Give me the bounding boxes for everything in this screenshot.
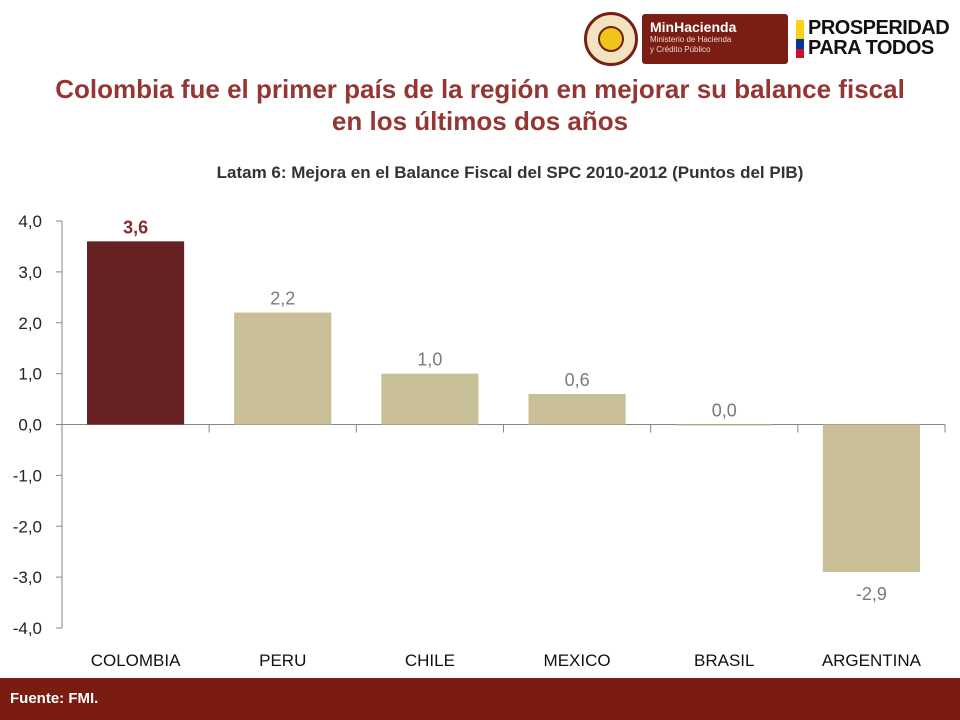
footer-bar: Fuente: FMI.	[0, 678, 960, 720]
minhacienda-title: MinHacienda	[650, 19, 737, 35]
bar-peru	[234, 312, 332, 425]
data-label: -2,9	[856, 584, 887, 604]
y-tick-label: -4,0	[13, 619, 42, 638]
y-tick-label: 2,0	[18, 314, 42, 333]
y-tick-label: -2,0	[13, 517, 42, 536]
y-tick-label: 1,0	[18, 365, 42, 384]
data-label: 0,6	[565, 370, 590, 390]
x-tick-label: CHILE	[405, 651, 455, 670]
header-logos: MinHacienda Ministerio de Hacienda y Cré…	[580, 8, 952, 70]
x-tick-label: COLOMBIA	[91, 651, 181, 670]
bar-mexico	[528, 393, 626, 425]
data-label: 2,2	[270, 289, 295, 309]
bar-chart: -4,0 -3,0 -2,0 -1,0 0,0 1,0 2,0 3,0 4,0 3,6 COLOMB…	[13, 212, 946, 670]
minhacienda-logo: MinHacienda Ministerio de Hacienda y Cré…	[642, 14, 788, 64]
x-tick-label: PERU	[259, 651, 306, 670]
x-tick-label: BRASIL	[694, 651, 754, 670]
bar-argentina	[822, 424, 920, 573]
bar-chile	[381, 373, 479, 425]
prosperidad-logo: PROSPERIDAD PARA TODOS	[796, 16, 952, 62]
x-tick-label: ARGENTINA	[822, 651, 922, 670]
bar-colombia	[87, 241, 185, 425]
y-tick-label: -1,0	[13, 466, 42, 485]
page-title: Colombia fue el primer país de la región…	[55, 74, 905, 136]
y-tick-label: 3,0	[18, 263, 42, 282]
minhacienda-subtitle: Ministerio de Hacienda y Crédito Público	[650, 35, 732, 54]
data-label: 3,6	[123, 217, 148, 237]
colombia-flag-icon	[796, 20, 804, 58]
y-tick-label: 0,0	[18, 416, 42, 435]
data-label: 0,0	[712, 401, 737, 421]
bar-brasil	[675, 424, 773, 426]
data-label: 1,0	[417, 350, 442, 370]
y-tick-label: -3,0	[13, 568, 42, 587]
prosperidad-text: PROSPERIDAD PARA TODOS	[808, 17, 950, 59]
x-tick-label: MEXICO	[544, 651, 611, 670]
source-note: Fuente: FMI.	[10, 690, 99, 707]
colombia-coat-of-arms-icon	[584, 12, 638, 66]
chart-title: Latam 6: Mejora en el Balance Fiscal del…	[216, 163, 804, 182]
y-tick-label: 4,0	[18, 212, 42, 231]
